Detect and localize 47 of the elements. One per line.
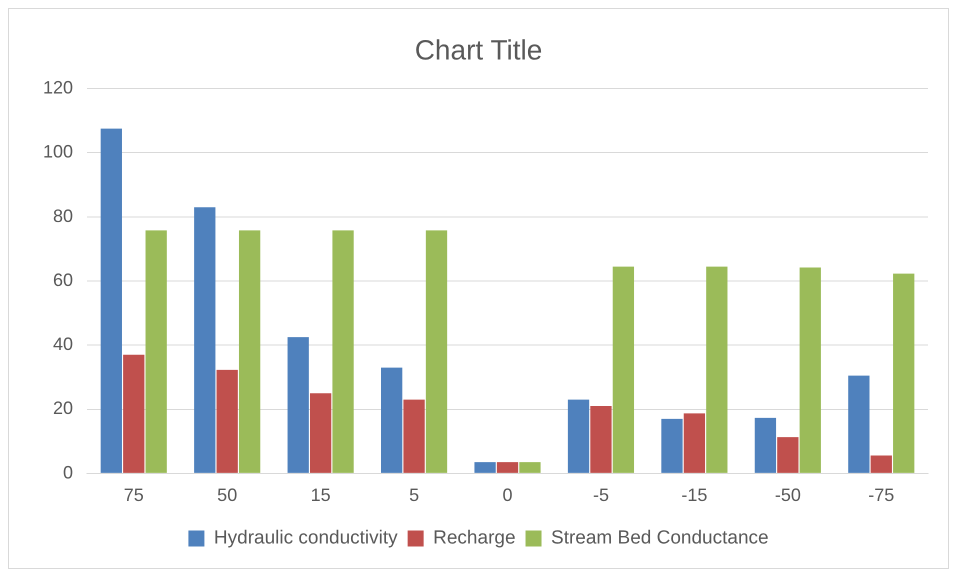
- bar: [706, 266, 728, 473]
- y-tick-label: 20: [53, 398, 74, 418]
- x-tick-label: -75: [868, 485, 894, 506]
- y-tick-label: 0: [63, 462, 74, 482]
- bar: [288, 337, 309, 473]
- bar: [100, 128, 122, 473]
- bar: [848, 376, 870, 473]
- x-tick-label: 50: [217, 485, 238, 506]
- chart-title: Chart Title: [414, 34, 542, 66]
- bar: [612, 266, 634, 473]
- y-tick-label: 60: [53, 270, 74, 290]
- x-tick-label: -15: [681, 485, 708, 506]
- legend-label: Hydraulic conductivity: [214, 528, 398, 549]
- bar: [123, 354, 144, 473]
- x-tick-label: 75: [124, 485, 144, 506]
- bar: [684, 413, 706, 473]
- x-tick-label: 15: [310, 485, 331, 506]
- x-tick-label: 0: [502, 485, 513, 506]
- bar: [310, 393, 332, 473]
- bar: [590, 406, 612, 473]
- y-tick-label: 120: [42, 78, 74, 98]
- bar: [216, 370, 238, 473]
- bar: [519, 462, 541, 473]
- bar: [426, 230, 448, 473]
- bar: [194, 207, 216, 473]
- y-tick-label: 100: [42, 142, 74, 162]
- legend-label: Recharge: [433, 528, 516, 549]
- bar: [403, 400, 425, 473]
- y-tick-label: 80: [53, 206, 74, 226]
- bar: [800, 268, 821, 473]
- bar: [893, 274, 914, 473]
- x-tick-label: 5: [409, 485, 420, 506]
- bar: [474, 462, 496, 473]
- x-tick-label: -50: [774, 485, 801, 506]
- bar: [332, 230, 354, 473]
- bar: [777, 437, 798, 473]
- bar: [568, 400, 590, 473]
- bar: [754, 418, 776, 473]
- bar: [380, 368, 402, 473]
- bar: [146, 230, 167, 473]
- legend-label: Stream Bed Conductance: [551, 528, 769, 549]
- bar: [496, 462, 518, 473]
- y-tick-label: 40: [53, 334, 74, 354]
- bar: [870, 455, 892, 473]
- x-tick-label: -5: [592, 485, 609, 506]
- bar: [661, 418, 683, 473]
- bar: [238, 230, 260, 473]
